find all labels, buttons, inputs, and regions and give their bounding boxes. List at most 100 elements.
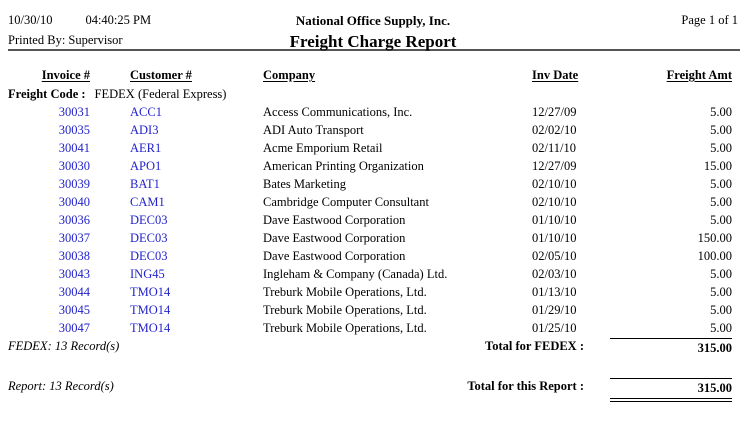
company-cell: Bates Marketing bbox=[263, 177, 346, 191]
freight-amt-cell: 5.00 bbox=[710, 105, 732, 119]
company-cell: Treburk Mobile Operations, Ltd. bbox=[263, 321, 427, 335]
invoice-number-link[interactable]: 30045 bbox=[58, 303, 90, 317]
freight-amt-cell: 5.00 bbox=[710, 267, 732, 281]
column-header-company: Company bbox=[263, 68, 316, 82]
table-row: 30045 TMO14 Treburk Mobile Operations, L… bbox=[0, 301, 748, 319]
freight-amt-cell: 5.00 bbox=[710, 123, 732, 137]
invoice-number-link[interactable]: 30031 bbox=[58, 105, 90, 119]
customer-number-link[interactable]: DEC03 bbox=[130, 249, 168, 263]
column-header-invoice: Invoice # bbox=[41, 68, 90, 82]
company-cell: Dave Eastwood Corporation bbox=[263, 231, 406, 245]
invoice-number-link[interactable]: 30036 bbox=[58, 213, 90, 227]
page-indicator: Page 1 of 1 bbox=[681, 13, 738, 27]
header-center: National Office Supply, Inc. Freight Cha… bbox=[238, 13, 508, 51]
company-cell: Dave Eastwood Corporation bbox=[263, 213, 406, 227]
column-header-row: Invoice # Customer # Company Inv Date Fr… bbox=[0, 66, 748, 84]
company-cell: ADI Auto Transport bbox=[263, 123, 364, 137]
invoice-number-link[interactable]: 30044 bbox=[58, 285, 90, 299]
table-row: 30038 DEC03 Dave Eastwood Corporation 02… bbox=[0, 247, 748, 265]
company-name: National Office Supply, Inc. bbox=[295, 13, 451, 28]
table-row: 30036 DEC03 Dave Eastwood Corporation 01… bbox=[0, 211, 748, 229]
report-total-amount: 315.00 bbox=[610, 378, 732, 402]
report-total-label: Total for this Report : bbox=[467, 379, 584, 393]
inv-date-cell: 12/27/09 bbox=[532, 105, 577, 119]
report-title: Freight Charge Report bbox=[289, 32, 457, 51]
company-cell: Acme Emporium Retail bbox=[263, 141, 383, 155]
report-record-count: Report: 13 Record(s) bbox=[8, 379, 114, 393]
freight-amt-cell: 5.00 bbox=[710, 195, 732, 209]
group-total-label: Total for FEDEX : bbox=[485, 339, 584, 353]
customer-number-link[interactable]: ACC1 bbox=[130, 105, 162, 119]
customer-number-link[interactable]: ADI3 bbox=[130, 123, 159, 137]
printed-by-label: Printed By: Supervisor bbox=[8, 33, 123, 47]
invoice-number-link[interactable]: 30035 bbox=[58, 123, 90, 137]
freight-amt-cell: 5.00 bbox=[710, 213, 732, 227]
table-row: 30040 CAM1 Cambridge Computer Consultant… bbox=[0, 193, 748, 211]
print-time: 04:40:25 PM bbox=[85, 13, 152, 27]
print-date: 10/30/10 bbox=[8, 13, 53, 27]
company-cell: Access Communications, Inc. bbox=[263, 105, 413, 119]
customer-number-link[interactable]: BAT1 bbox=[130, 177, 160, 191]
invoice-number-link[interactable]: 30038 bbox=[58, 249, 90, 263]
company-cell: American Printing Organization bbox=[263, 159, 424, 173]
company-cell: Treburk Mobile Operations, Ltd. bbox=[263, 285, 427, 299]
group-record-count: FEDEX: 13 Record(s) bbox=[8, 339, 120, 353]
freight-code-row: Freight Code : FEDEX (Federal Express) bbox=[0, 85, 748, 103]
table-row: 30031 ACC1 Access Communications, Inc. 1… bbox=[0, 103, 748, 121]
freight-amt-cell: 5.00 bbox=[710, 321, 732, 335]
table-row: 30047 TMO14 Treburk Mobile Operations, L… bbox=[0, 319, 748, 337]
table-body: 30031 ACC1 Access Communications, Inc. 1… bbox=[0, 103, 748, 337]
customer-number-link[interactable]: TMO14 bbox=[130, 303, 171, 317]
customer-number-link[interactable]: TMO14 bbox=[130, 321, 171, 335]
table-row: 30030 APO1 American Printing Organizatio… bbox=[0, 157, 748, 175]
header-left: 10/30/10 04:40:25 PM Printed By: Supervis… bbox=[8, 13, 238, 49]
table-row: 30041 AER1 Acme Emporium Retail 02/11/10… bbox=[0, 139, 748, 157]
freight-code-value: FEDEX (Federal Express) bbox=[94, 87, 227, 101]
inv-date-cell: 01/29/10 bbox=[532, 303, 577, 317]
freight-amt-cell: 100.00 bbox=[697, 249, 732, 263]
customer-number-link[interactable]: DEC03 bbox=[130, 213, 168, 227]
customer-number-link[interactable]: CAM1 bbox=[130, 195, 165, 209]
invoice-number-link[interactable]: 30040 bbox=[58, 195, 90, 209]
inv-date-cell: 01/25/10 bbox=[532, 321, 577, 335]
column-header-inv-date: Inv Date bbox=[532, 68, 579, 82]
invoice-number-link[interactable]: 30043 bbox=[58, 267, 90, 281]
group-total-amount: 315.00 bbox=[610, 338, 732, 357]
customer-number-link[interactable]: DEC03 bbox=[130, 231, 168, 245]
table-row: 30044 TMO14 Treburk Mobile Operations, L… bbox=[0, 283, 748, 301]
report-header: 10/30/10 04:40:25 PM Printed By: Supervis… bbox=[0, 0, 748, 51]
company-cell: Treburk Mobile Operations, Ltd. bbox=[263, 303, 427, 317]
group-total-row: FEDEX: 13 Record(s) Total for FEDEX : 31… bbox=[0, 338, 748, 357]
company-cell: Dave Eastwood Corporation bbox=[263, 249, 406, 263]
invoice-number-link[interactable]: 30041 bbox=[58, 141, 90, 155]
freight-amt-cell: 5.00 bbox=[710, 141, 732, 155]
company-cell: Cambridge Computer Consultant bbox=[263, 195, 429, 209]
freight-amt-cell: 5.00 bbox=[710, 285, 732, 299]
freight-amt-cell: 5.00 bbox=[710, 303, 732, 317]
header-divider bbox=[8, 49, 740, 51]
customer-number-link[interactable]: ING45 bbox=[130, 267, 165, 281]
freight-amt-cell: 5.00 bbox=[710, 177, 732, 191]
inv-date-cell: 02/02/10 bbox=[532, 123, 577, 137]
invoice-number-link[interactable]: 30039 bbox=[58, 177, 90, 191]
invoice-number-link[interactable]: 30030 bbox=[58, 159, 90, 173]
column-header-freight-amt: Freight Amt bbox=[666, 68, 732, 82]
freight-code-label: Freight Code : bbox=[8, 87, 86, 101]
report-total-row: Report: 13 Record(s) Total for this Repo… bbox=[0, 378, 748, 402]
freight-amt-cell: 150.00 bbox=[697, 231, 732, 245]
table-row: 30035 ADI3 ADI Auto Transport 02/02/10 5… bbox=[0, 121, 748, 139]
customer-number-link[interactable]: APO1 bbox=[130, 159, 162, 173]
table-row: 30037 DEC03 Dave Eastwood Corporation 01… bbox=[0, 229, 748, 247]
column-header-customer: Customer # bbox=[130, 68, 192, 82]
invoice-number-link[interactable]: 30037 bbox=[58, 231, 90, 245]
customer-number-link[interactable]: AER1 bbox=[130, 141, 162, 155]
inv-date-cell: 01/13/10 bbox=[532, 285, 577, 299]
customer-number-link[interactable]: TMO14 bbox=[130, 285, 171, 299]
company-cell: Ingleham & Company (Canada) Ltd. bbox=[263, 267, 448, 281]
table-row: 30039 BAT1 Bates Marketing 02/10/10 5.00 bbox=[0, 175, 748, 193]
print-datetime: 10/30/10 04:40:25 PM bbox=[8, 13, 238, 28]
inv-date-cell: 01/10/10 bbox=[532, 213, 577, 227]
freight-amt-cell: 15.00 bbox=[703, 159, 732, 173]
invoice-number-link[interactable]: 30047 bbox=[58, 321, 90, 335]
